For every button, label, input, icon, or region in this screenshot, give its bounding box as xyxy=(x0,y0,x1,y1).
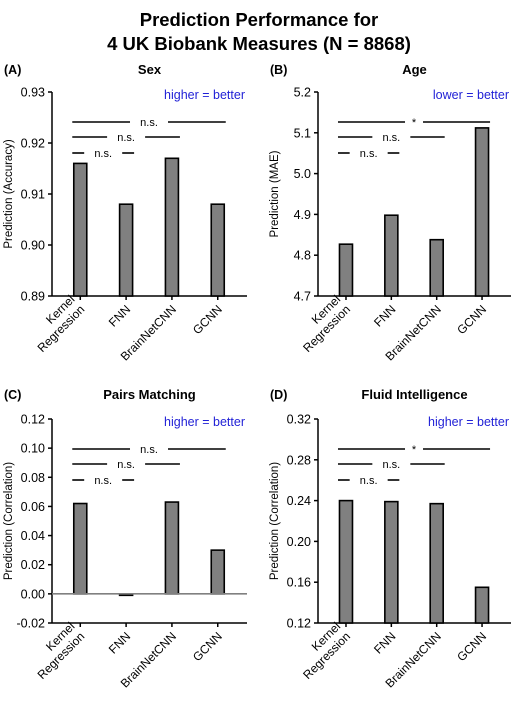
direction-note: higher = better xyxy=(428,415,509,429)
y-tick-label: 0.24 xyxy=(287,494,311,508)
x-tick-label: FNN xyxy=(371,302,398,329)
y-tick-label: 0.16 xyxy=(287,576,311,590)
comparison-label: n.s. xyxy=(94,148,112,160)
x-tick-label: FNN xyxy=(106,629,133,656)
y-tick-label: 0.32 xyxy=(287,413,311,427)
y-tick-label: 4.8 xyxy=(294,249,311,263)
bar xyxy=(384,214,399,297)
direction-note: lower = better xyxy=(433,88,509,102)
figure-title-line1: Prediction Performance for xyxy=(140,9,379,30)
panel-4: (D) Fluid Intelligence 0.12 0.16 0.20 0.24 0.2… xyxy=(269,387,511,691)
panel-title: Pairs Matching xyxy=(103,387,196,402)
y-tick-label: 0.12 xyxy=(21,413,45,427)
y-tick-label: -0.02 xyxy=(17,617,46,631)
comparison-label: n.s. xyxy=(382,132,400,144)
bar xyxy=(474,127,490,297)
y-axis-label: Prediction (Correlation) xyxy=(269,462,281,580)
bar xyxy=(164,501,180,595)
bar xyxy=(72,162,88,297)
x-tick-label: GCNN xyxy=(454,629,489,664)
y-tick-label: 0.20 xyxy=(287,535,311,549)
x-tick-label: FNN xyxy=(371,629,398,656)
x-tick-label: GCNN xyxy=(454,302,489,337)
comparison-label: n.s. xyxy=(360,148,378,160)
bar xyxy=(338,243,354,297)
comparison-label: n.s. xyxy=(140,444,158,456)
x-tick-label-line: FNN xyxy=(106,302,133,329)
panel-2: (B) Age 4.7 4.8 4.9 5.0 5.1 5.2 Prediction (MAE)… xyxy=(269,62,511,364)
y-tick-label: 0.08 xyxy=(21,471,45,485)
y-axis-label: Prediction (MAE) xyxy=(269,150,281,237)
panel-letter: (B) xyxy=(270,63,287,77)
panel-3: (C) Pairs Matching -0.02 0.00 0.02 0.04 0.06 0.… xyxy=(3,387,247,691)
comparison-label: * xyxy=(412,117,417,129)
bar xyxy=(429,502,444,624)
y-tick-label: 5.1 xyxy=(294,126,311,140)
panel-title: Age xyxy=(402,62,427,77)
comparison-label: n.s. xyxy=(382,459,400,471)
y-tick-label: 0.92 xyxy=(21,137,45,151)
y-tick-label: 4.9 xyxy=(294,208,311,222)
bar xyxy=(210,203,226,297)
x-tick-label-line: GCNN xyxy=(190,629,225,664)
bar xyxy=(210,549,226,595)
y-tick-label: 0.04 xyxy=(21,529,45,543)
bar xyxy=(474,586,490,624)
panel-letter: (C) xyxy=(4,388,21,402)
y-tick-label: 0.02 xyxy=(21,558,45,572)
y-tick-label: 0.91 xyxy=(21,188,45,202)
figure-title-line2: 4 UK Biobank Measures (N = 8868) xyxy=(107,33,411,54)
y-axis-label: Prediction (Correlation) xyxy=(3,462,15,580)
y-tick-label: 0.00 xyxy=(21,587,45,601)
comparison-label: n.s. xyxy=(94,475,112,487)
x-tick-label: FNN xyxy=(106,302,133,329)
y-tick-label: 5.2 xyxy=(294,86,311,100)
direction-note: higher = better xyxy=(164,88,245,102)
y-tick-label: 0.90 xyxy=(21,239,45,253)
panel-title: Fluid Intelligence xyxy=(361,387,467,402)
comparison-label: n.s. xyxy=(360,475,378,487)
bar xyxy=(118,203,134,297)
y-axis-label: Prediction (Accuracy) xyxy=(3,139,15,248)
x-tick-label-line: GCNN xyxy=(454,302,489,337)
y-tick-label: 0.93 xyxy=(21,86,45,100)
y-tick-label: 4.7 xyxy=(294,290,311,304)
panel-letter: (A) xyxy=(4,63,21,77)
panel-1: (A) Sex 0.89 0.90 0.91 0.92 0.93 Prediction (Ac… xyxy=(3,62,247,364)
bar xyxy=(384,500,399,624)
x-tick-label-line: FNN xyxy=(371,629,398,656)
y-tick-label: 5.0 xyxy=(294,167,311,181)
x-tick-label-line: GCNN xyxy=(454,629,489,664)
comparison-label: n.s. xyxy=(140,117,158,129)
bar xyxy=(72,502,88,595)
y-tick-label: 0.89 xyxy=(21,290,45,304)
panel-letter: (D) xyxy=(270,388,287,402)
x-tick-label-line: FNN xyxy=(106,629,133,656)
direction-note: higher = better xyxy=(164,415,245,429)
y-tick-label: 0.12 xyxy=(287,617,311,631)
panel-title: Sex xyxy=(138,62,162,77)
bar xyxy=(429,238,444,297)
x-tick-label: GCNN xyxy=(190,629,225,664)
comparison-label: * xyxy=(412,444,417,456)
comparison-label: n.s. xyxy=(117,132,135,144)
y-tick-label: 0.28 xyxy=(287,453,311,467)
bar xyxy=(338,499,354,624)
y-tick-label: 0.10 xyxy=(21,442,45,456)
y-tick-label: 0.06 xyxy=(21,500,45,514)
panels: (A) Sex 0.89 0.90 0.91 0.92 0.93 Prediction (Ac… xyxy=(3,62,511,691)
bar xyxy=(164,157,180,297)
x-tick-label-line: FNN xyxy=(371,302,398,329)
comparison-label: n.s. xyxy=(117,459,135,471)
x-tick-label: GCNN xyxy=(190,302,225,337)
x-tick-label-line: GCNN xyxy=(190,302,225,337)
